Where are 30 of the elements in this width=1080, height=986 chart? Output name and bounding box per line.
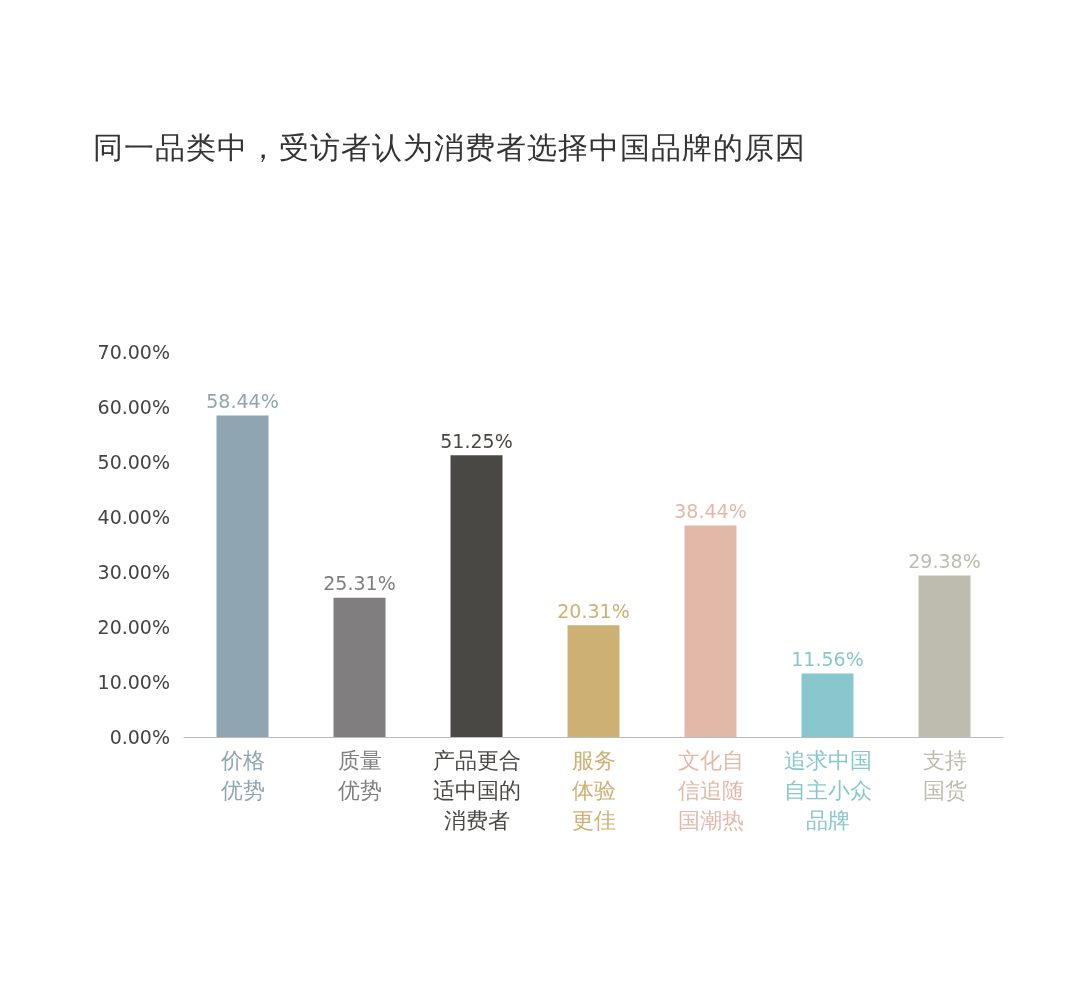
data-label: 11.56% bbox=[791, 647, 864, 670]
data-label: 51.25% bbox=[440, 429, 513, 452]
data-label: 38.44% bbox=[674, 500, 747, 523]
x-tick-label: 服务体验更佳 bbox=[571, 747, 616, 833]
bar bbox=[333, 597, 386, 737]
data-label: 20.31% bbox=[557, 599, 630, 622]
data-label: 29.38% bbox=[908, 549, 981, 572]
x-tick-label: 支持国货 bbox=[922, 747, 967, 803]
bar bbox=[918, 575, 971, 737]
bar bbox=[684, 525, 737, 737]
y-tick-label: 60.00% bbox=[97, 396, 170, 418]
x-tick-label: 价格优势 bbox=[219, 747, 265, 803]
x-tick-label: 文化自信追随国潮热 bbox=[677, 747, 744, 833]
data-label: 25.31% bbox=[323, 572, 396, 595]
bar bbox=[567, 625, 620, 737]
bar bbox=[216, 415, 269, 737]
bar bbox=[450, 455, 503, 737]
y-tick-label: 10.00% bbox=[97, 671, 170, 693]
y-tick-label: 0.00% bbox=[109, 726, 170, 748]
chart-title: 同一品类中，受访者认为消费者选择中国品牌的原因 bbox=[93, 129, 806, 167]
data-label: 58.44% bbox=[206, 390, 279, 413]
y-tick-label: 50.00% bbox=[97, 451, 170, 473]
x-tick-label: 追求中国自主小众品牌 bbox=[783, 747, 872, 833]
y-tick-label: 40.00% bbox=[97, 506, 170, 528]
bar bbox=[801, 673, 854, 737]
x-tick-label: 产品更合适中国的消费者 bbox=[432, 747, 521, 833]
y-tick-label: 20.00% bbox=[97, 616, 170, 638]
y-tick-label: 70.00% bbox=[97, 341, 170, 363]
x-tick-label: 质量优势 bbox=[337, 747, 382, 803]
y-tick-label: 30.00% bbox=[97, 561, 170, 583]
